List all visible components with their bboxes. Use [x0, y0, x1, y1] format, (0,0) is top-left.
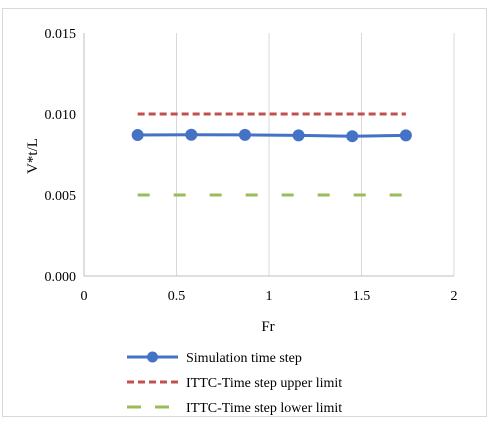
x-tick-label: 1.5: [353, 289, 371, 304]
chart-border: [2, 8, 487, 417]
data-point: [185, 128, 198, 141]
legend-entry: Simulation time step: [127, 351, 302, 366]
legend: Simulation time step ITTC-Time step upper…: [127, 351, 342, 416]
data-point: [346, 130, 359, 143]
data-point: [292, 129, 305, 142]
x-tick-labels: 0 0.5 1 1.5 2: [81, 289, 458, 304]
legend-label: Simulation time step: [186, 351, 302, 366]
legend-marker: [147, 351, 158, 363]
series-line: [137, 133, 406, 138]
data-point: [238, 128, 251, 141]
gridlines: [176, 33, 455, 276]
legend-label: ITTC-Time step upper limit: [186, 376, 342, 391]
data-point: [399, 129, 412, 142]
legend-entry: ITTC-Time step lower limit: [127, 401, 342, 416]
x-tick-label: 2: [451, 289, 458, 304]
x-tick-label: 0.5: [168, 289, 186, 304]
x-tick-label: 0: [81, 289, 88, 304]
y-tick-labels: 0.000 0.005 0.010 0.015: [45, 27, 77, 285]
data-point: [131, 129, 144, 142]
y-tick-label: 0.010: [45, 108, 77, 123]
series: [131, 112, 412, 197]
y-axis-title: V*t/L: [25, 138, 41, 174]
x-tick-label: 1: [266, 289, 273, 304]
legend-entry: ITTC-Time step upper limit: [127, 376, 342, 391]
axes: [83, 33, 454, 277]
y-tick-label: 0.015: [45, 27, 77, 42]
legend-label: ITTC-Time step lower limit: [186, 401, 342, 416]
y-tick-label: 0.000: [45, 270, 77, 285]
y-tick-label: 0.005: [45, 189, 77, 204]
x-axis-title: Fr: [261, 319, 274, 335]
series-1: [131, 128, 412, 143]
